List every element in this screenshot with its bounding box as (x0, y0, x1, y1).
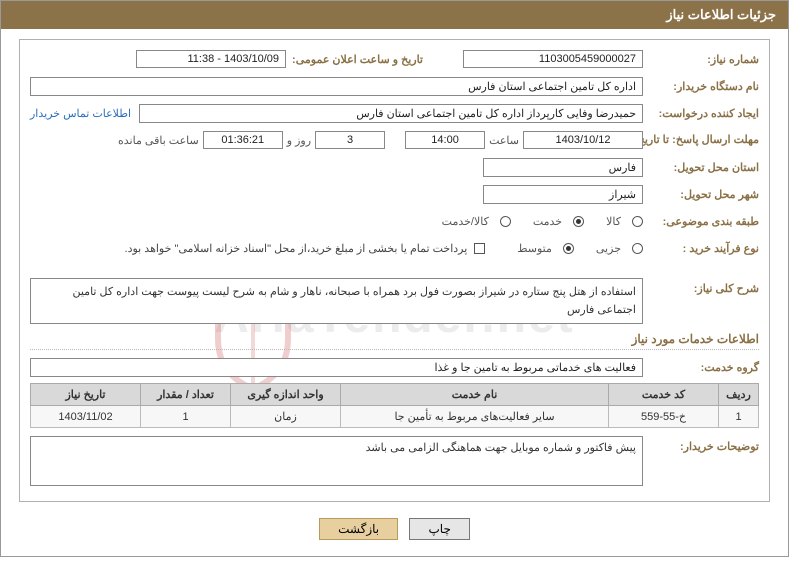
deadline-label: مهلت ارسال پاسخ: تا تاریخ: (649, 134, 759, 147)
radio-medium[interactable]: متوسط (513, 242, 574, 255)
td-code: خ-55-559 (609, 406, 719, 428)
th-unit: واحد اندازه گیری (231, 384, 341, 406)
org-label: نام دستگاه خریدار: (649, 80, 759, 93)
process-label: نوع فرآیند خرید : (649, 242, 759, 255)
row-requester: ایجاد کننده درخواست: حمیدرضا وفایی کارپر… (30, 102, 759, 124)
need-no-label: شماره نیاز: (649, 53, 759, 66)
radio-service[interactable]: خدمت (529, 215, 584, 228)
table-row: 1 خ-55-559 سایر فعالیت‌های مربوط به تأمی… (31, 406, 759, 428)
button-row: چاپ بازگشت (19, 510, 770, 544)
radio-goods-dot (632, 216, 643, 227)
page-container: جزئیات اطلاعات نیاز AriaTender.net شماره… (0, 0, 789, 557)
announce-value: 1403/10/09 - 11:38 (136, 50, 286, 68)
requester-value: حمیدرضا وفایی کارپرداز اداره کل تامین اج… (139, 104, 643, 123)
group-label: گروه خدمت: (649, 361, 759, 374)
td-date: 1403/11/02 (31, 406, 141, 428)
table-header-row: ردیف کد خدمت نام خدمت واحد اندازه گیری ت… (31, 384, 759, 406)
buyer-note-label: توضیحات خریدار: (649, 436, 759, 453)
td-name: سایر فعالیت‌های مربوط به تأمین جا (341, 406, 609, 428)
days-label: روز و (287, 134, 311, 147)
radio-medium-dot (563, 243, 574, 254)
row-deadline: مهلت ارسال پاسخ: تا تاریخ: 1403/10/12 سا… (30, 129, 759, 151)
radio-partial[interactable]: جزیی (592, 242, 643, 255)
services-table: ردیف کد خدمت نام خدمت واحد اندازه گیری ت… (30, 383, 759, 428)
th-name: نام خدمت (341, 384, 609, 406)
deadline-date: 1403/10/12 (523, 131, 643, 149)
th-qty: تعداد / مقدار (141, 384, 231, 406)
pay-note: پرداخت تمام یا بخشی از مبلغ خرید،از محل … (125, 242, 468, 255)
group-value: فعالیت های خدماتی مربوط به تامین جا و غذ… (30, 358, 643, 377)
time-remaining: 01:36:21 (203, 131, 283, 149)
requester-label: ایجاد کننده درخواست: (649, 107, 759, 120)
city-value: شیراز (483, 185, 643, 204)
radio-goods[interactable]: کالا (602, 215, 643, 228)
row-process: نوع فرآیند خرید : جزیی متوسط پرداخت تمام… (30, 237, 759, 259)
pay-checkbox[interactable] (474, 243, 485, 254)
page-title: جزئیات اطلاعات نیاز (666, 7, 776, 22)
td-unit: زمان (231, 406, 341, 428)
province-label: استان محل تحویل: (649, 161, 759, 174)
content-area: AriaTender.net شماره نیاز: 1103005459000… (1, 29, 788, 556)
th-code: کد خدمت (609, 384, 719, 406)
contact-link[interactable]: اطلاعات تماس خریدار (30, 107, 131, 120)
radio-both[interactable]: کالا/خدمت (438, 215, 511, 228)
summary-value: استفاده از هتل پنج ستاره در شیراز بصورت … (30, 278, 643, 324)
radio-partial-dot (632, 243, 643, 254)
row-category: طبقه بندی موضوعی: کالا خدمت کالا/خدمت (30, 210, 759, 232)
td-qty: 1 (141, 406, 231, 428)
main-fieldset: شماره نیاز: 1103005459000027 تاریخ و ساع… (19, 39, 770, 502)
announce-label: تاریخ و ساعت اعلان عمومی: (292, 53, 423, 66)
need-no-value: 1103005459000027 (463, 50, 643, 68)
row-need-no: شماره نیاز: 1103005459000027 تاریخ و ساع… (30, 48, 759, 70)
row-city: شهر محل تحویل: شیراز (30, 183, 759, 205)
radio-service-label: خدمت (533, 215, 562, 228)
radio-both-label: کالا/خدمت (442, 215, 489, 228)
radio-both-dot (500, 216, 511, 227)
category-label: طبقه بندی موضوعی: (649, 215, 759, 228)
summary-label: شرح کلی نیاز: (649, 278, 759, 295)
radio-goods-label: کالا (606, 215, 621, 228)
th-date: تاریخ نیاز (31, 384, 141, 406)
buyer-note-value: پیش فاکتور و شماره موبایل جهت هماهنگی ال… (30, 436, 643, 486)
print-button[interactable]: چاپ (409, 518, 469, 540)
remain-label: ساعت باقی مانده (118, 134, 199, 147)
services-section-title: اطلاعات خدمات مورد نیاز (30, 332, 759, 350)
row-buyer-note: توضیحات خریدار: پیش فاکتور و شماره موبای… (30, 436, 759, 486)
radio-service-dot (573, 216, 584, 227)
province-value: فارس (483, 158, 643, 177)
radio-medium-label: متوسط (517, 242, 552, 255)
th-row-no: ردیف (719, 384, 759, 406)
city-label: شهر محل تحویل: (649, 188, 759, 201)
time-label: ساعت (489, 134, 519, 147)
row-summary: شرح کلی نیاز: استفاده از هتل پنج ستاره د… (30, 278, 759, 324)
row-org: نام دستگاه خریدار: اداره کل تامین اجتماع… (30, 75, 759, 97)
page-title-bar: جزئیات اطلاعات نیاز (1, 1, 788, 29)
back-button[interactable]: بازگشت (319, 518, 398, 540)
deadline-time: 14:00 (405, 131, 485, 149)
radio-partial-label: جزیی (596, 242, 621, 255)
days-remaining: 3 (315, 131, 385, 149)
row-group: گروه خدمت: فعالیت های خدماتی مربوط به تا… (30, 356, 759, 378)
row-province: استان محل تحویل: فارس (30, 156, 759, 178)
td-row-no: 1 (719, 406, 759, 428)
org-value: اداره کل تامین اجتماعی استان فارس (30, 77, 643, 96)
